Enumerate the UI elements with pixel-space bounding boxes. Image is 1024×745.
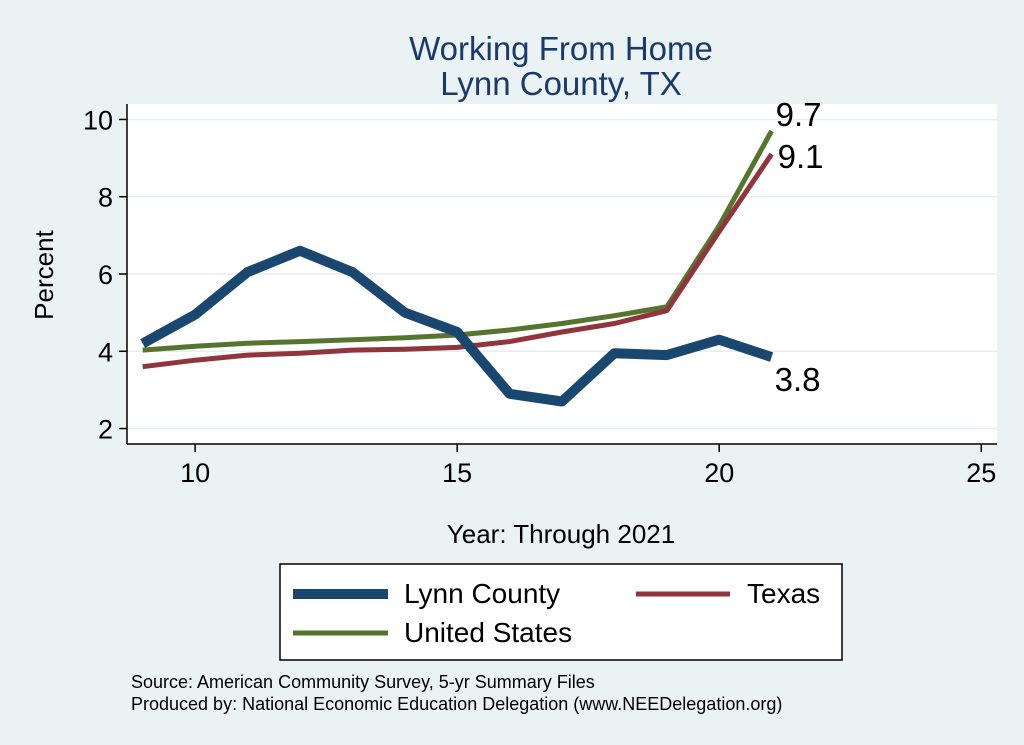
y-axis-label: Percent xyxy=(29,229,59,319)
series-line-texas xyxy=(142,152,774,370)
gridlines xyxy=(127,118,997,430)
end-label-united-states: 9.7 xyxy=(776,96,822,133)
y-tick-label-4: 4 xyxy=(98,337,113,367)
legend-label-texas: Texas xyxy=(747,578,820,609)
end-labels: 3.8 9.1 9.7 xyxy=(775,96,824,398)
chart-title-line-1: Working From Home xyxy=(409,30,713,67)
x-tick-label-10: 10 xyxy=(180,458,210,488)
series-line-lynn-county xyxy=(140,245,774,407)
y-tick-label-6: 6 xyxy=(98,260,113,290)
x-axis-label: Year: Through 2021 xyxy=(447,519,675,549)
y-tick-label-10: 10 xyxy=(83,105,113,135)
end-label-texas: 9.1 xyxy=(778,138,824,175)
y-tick-label-8: 8 xyxy=(98,183,113,213)
legend-label-united-states: United States xyxy=(404,617,572,648)
end-label-lynn-county: 3.8 xyxy=(775,361,821,398)
x-tick-label-15: 15 xyxy=(442,458,472,488)
legend-box xyxy=(279,563,843,661)
series-group xyxy=(140,129,774,407)
x-tick-label-20: 20 xyxy=(704,458,734,488)
produced-by-note: Produced by: National Economic Education… xyxy=(131,694,782,714)
axes: 2 4 6 8 10 10 15 20 25 xyxy=(83,104,997,488)
chart-title-line-2: Lynn County, TX xyxy=(440,65,682,102)
legend: Lynn County Texas United States xyxy=(279,563,843,661)
source-note: Source: American Community Survey, 5-yr … xyxy=(131,672,595,692)
legend-label-lynn-county: Lynn County xyxy=(404,578,560,609)
y-tick-label-2: 2 xyxy=(98,415,113,445)
x-tick-label-25: 25 xyxy=(966,458,996,488)
